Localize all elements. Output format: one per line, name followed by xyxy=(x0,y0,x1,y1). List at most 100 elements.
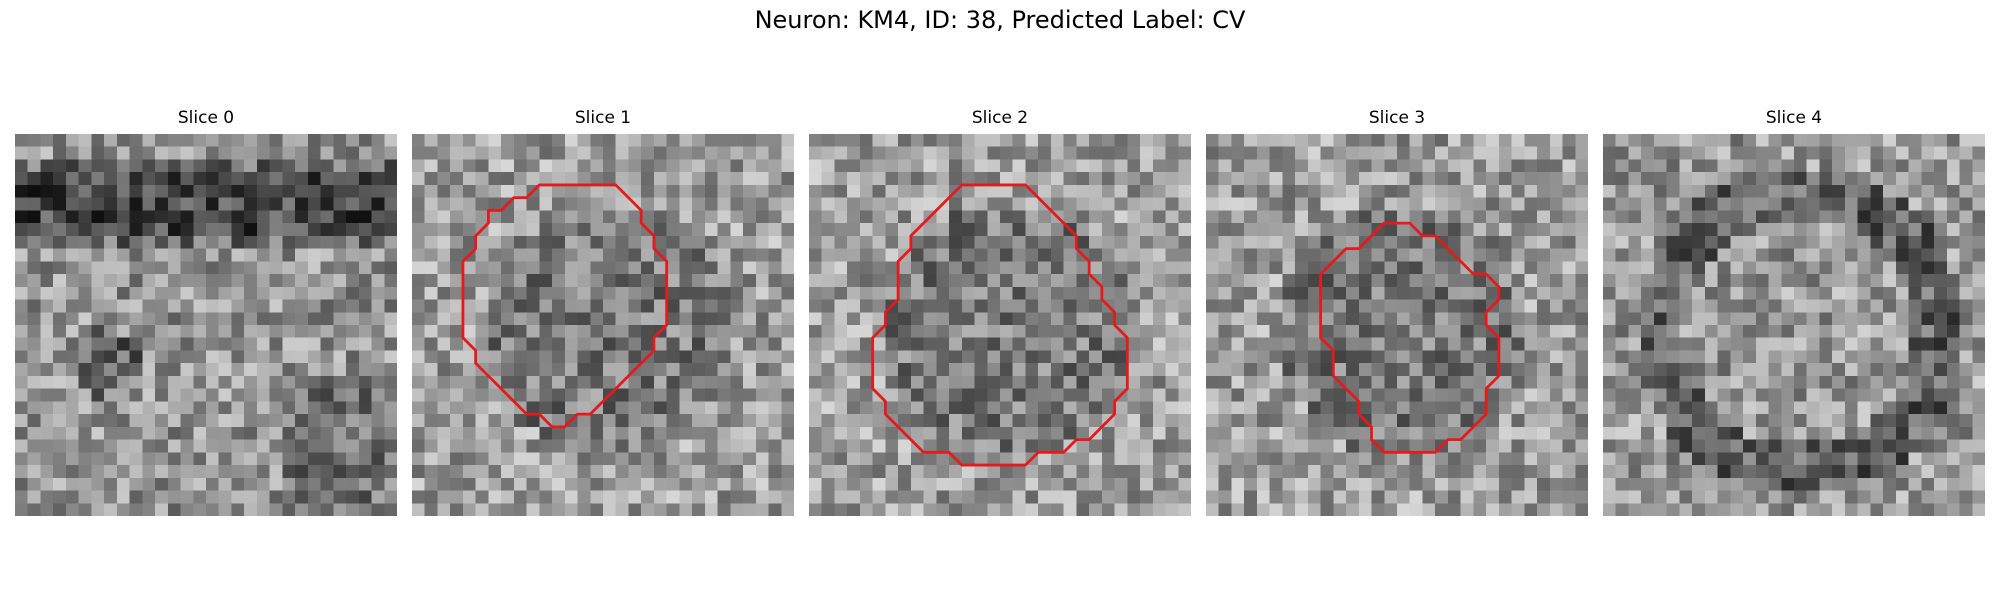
pixel xyxy=(910,197,924,211)
pixel xyxy=(872,172,886,186)
pixel xyxy=(539,248,553,262)
pixel xyxy=(1460,235,1474,249)
pixel xyxy=(526,452,540,466)
pixel xyxy=(1447,503,1461,516)
pixel xyxy=(1921,159,1935,173)
pixel xyxy=(1895,134,1909,147)
pixel xyxy=(717,299,731,313)
pixel xyxy=(1435,465,1449,479)
pixel xyxy=(1934,184,1948,198)
pixel xyxy=(412,197,425,211)
pixel xyxy=(590,210,604,224)
pixel xyxy=(1603,401,1616,415)
pixel xyxy=(1012,146,1026,160)
pixel xyxy=(116,363,130,377)
pixel xyxy=(371,197,385,211)
pixel xyxy=(1615,248,1629,262)
pixel xyxy=(1895,401,1909,415)
pixel xyxy=(717,325,731,338)
pixel xyxy=(1269,134,1283,147)
pixel xyxy=(142,146,156,160)
pixel xyxy=(755,477,769,491)
pixel xyxy=(1460,375,1474,389)
pixel xyxy=(1333,172,1347,186)
pixel xyxy=(40,286,54,300)
pixel xyxy=(1641,375,1655,389)
pixel xyxy=(1384,401,1398,415)
pixel xyxy=(1486,172,1500,186)
pixel xyxy=(615,261,629,275)
pixel xyxy=(1794,172,1807,186)
pixel xyxy=(961,248,975,262)
pixel xyxy=(1076,210,1090,224)
pixel xyxy=(1384,414,1398,428)
pixel xyxy=(564,299,578,313)
pixel xyxy=(1206,426,1219,440)
pixel xyxy=(1537,274,1551,288)
pixel xyxy=(1730,452,1744,466)
pixel xyxy=(821,388,835,402)
pixel xyxy=(704,375,718,389)
pixel xyxy=(206,414,219,428)
pixel xyxy=(307,426,321,440)
pixel xyxy=(501,426,515,440)
pixel xyxy=(1346,401,1360,415)
pixel xyxy=(206,439,219,453)
pixel xyxy=(590,363,604,377)
pixel xyxy=(333,465,347,479)
pixel xyxy=(1628,363,1642,377)
pixel xyxy=(1832,490,1846,504)
pixel xyxy=(1768,197,1782,211)
pixel xyxy=(1755,388,1769,402)
pixel xyxy=(358,337,372,351)
pixel xyxy=(513,274,527,288)
pixel xyxy=(1178,312,1191,326)
pixel xyxy=(1959,299,1973,313)
pixel xyxy=(15,477,28,491)
pixel xyxy=(155,312,169,326)
pixel xyxy=(307,210,321,224)
pixel xyxy=(1460,274,1474,288)
pixel xyxy=(834,452,848,466)
pixel xyxy=(1333,312,1347,326)
pixel xyxy=(424,299,438,313)
pixel xyxy=(936,210,950,224)
pixel xyxy=(1101,388,1115,402)
pixel xyxy=(1076,477,1090,491)
pixel xyxy=(1295,388,1309,402)
pixel xyxy=(961,299,975,313)
pixel xyxy=(1063,184,1077,198)
pixel xyxy=(1819,197,1833,211)
pixel xyxy=(1358,159,1372,173)
pixel xyxy=(1473,337,1487,351)
pixel xyxy=(987,426,1001,440)
pixel xyxy=(1206,414,1219,428)
pixel xyxy=(424,465,438,479)
pixel xyxy=(1447,350,1461,364)
pixel xyxy=(872,159,886,173)
pixel xyxy=(1704,134,1718,147)
pixel xyxy=(743,312,757,326)
pixel xyxy=(371,286,385,300)
pixel xyxy=(488,350,502,364)
pixel xyxy=(730,363,744,377)
slice-title: Slice 1 xyxy=(574,108,632,128)
pixel xyxy=(1000,388,1013,402)
pixel xyxy=(1524,439,1538,453)
pixel xyxy=(653,363,667,377)
pixel xyxy=(1857,337,1871,351)
pixel xyxy=(885,146,899,160)
pixel xyxy=(78,261,92,275)
pixel xyxy=(333,248,347,262)
pixel xyxy=(743,452,757,466)
pixel xyxy=(78,388,92,402)
pixel xyxy=(1089,235,1103,249)
pixel xyxy=(1921,197,1935,211)
pixel xyxy=(1127,325,1141,338)
pixel xyxy=(333,350,347,364)
pixel xyxy=(424,146,438,160)
pixel xyxy=(961,490,975,504)
pixel xyxy=(1641,248,1655,262)
pixel xyxy=(269,261,283,275)
pixel xyxy=(1307,235,1321,249)
